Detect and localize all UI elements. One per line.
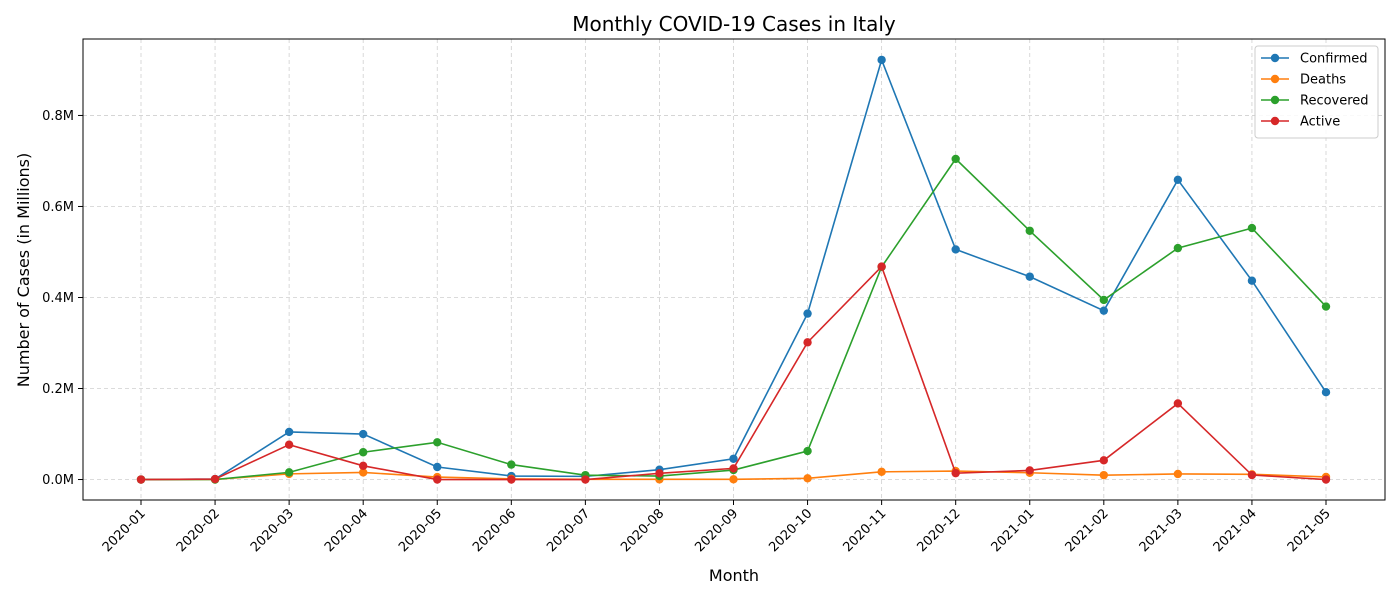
data-point-confirmed xyxy=(1321,387,1331,397)
data-point-confirmed xyxy=(729,454,738,463)
y-tick-label: 0.0M xyxy=(42,473,74,488)
data-point-active xyxy=(1247,470,1257,480)
data-point-deaths xyxy=(358,468,368,477)
data-point-confirmed xyxy=(358,429,368,439)
data-point-active xyxy=(877,262,886,271)
data-point-recovered xyxy=(284,468,294,477)
data-point-confirmed xyxy=(433,462,442,472)
legend-marker-deaths xyxy=(1270,74,1280,84)
data-point-deaths xyxy=(1173,469,1183,479)
plot-frame xyxy=(82,38,1386,501)
legend: Confirmed Deaths Recovered Active xyxy=(1254,45,1379,139)
grid-layer xyxy=(83,39,1385,500)
data-point-active xyxy=(284,440,294,449)
data-point-active xyxy=(729,464,738,473)
data-point-active xyxy=(507,475,516,484)
x-axis-label: Month xyxy=(709,566,759,585)
chart-title: Monthly COVID-19 Cases in Italy xyxy=(572,12,896,36)
data-point-active xyxy=(210,474,220,484)
data-point-active xyxy=(1173,399,1183,408)
data-point-active xyxy=(951,468,960,478)
data-point-recovered xyxy=(358,448,368,457)
y-tick-label: 0.8M xyxy=(42,109,74,124)
data-point-confirmed xyxy=(1247,276,1257,285)
data-point-confirmed xyxy=(284,427,294,437)
data-point-active xyxy=(1099,456,1109,465)
data-point-recovered xyxy=(1247,223,1257,233)
y-axis-label: Number of Cases (in Millions) xyxy=(14,153,33,387)
data-point-recovered xyxy=(507,460,516,469)
legend-label-recovered: Recovered xyxy=(1300,94,1369,109)
data-point-confirmed xyxy=(877,55,886,65)
data-point-recovered xyxy=(1321,302,1331,311)
data-point-deaths xyxy=(877,467,886,477)
data-point-active xyxy=(1025,466,1034,475)
data-point-active xyxy=(581,475,590,484)
y-tick-label: 0.6M xyxy=(42,200,74,215)
data-point-active xyxy=(803,338,812,347)
series-layer xyxy=(136,55,1331,484)
legend-marker-recovered xyxy=(1270,95,1280,105)
data-point-confirmed xyxy=(803,309,812,318)
data-point-deaths xyxy=(1099,470,1109,480)
data-point-recovered xyxy=(433,438,442,447)
legend-box xyxy=(1254,45,1379,139)
data-point-confirmed xyxy=(1173,175,1183,185)
data-point-active xyxy=(1321,475,1331,484)
data-point-active xyxy=(433,475,442,484)
data-point-recovered xyxy=(1173,243,1183,253)
data-point-recovered xyxy=(1025,226,1034,235)
data-point-deaths xyxy=(729,475,738,484)
legend-label-deaths: Deaths xyxy=(1300,73,1346,88)
data-point-active xyxy=(655,469,664,478)
data-point-deaths xyxy=(803,474,812,483)
data-point-active xyxy=(358,461,368,471)
legend-marker-confirmed xyxy=(1270,53,1280,63)
data-point-recovered xyxy=(1099,295,1109,305)
data-point-active xyxy=(136,475,146,484)
legend-marker-active xyxy=(1270,116,1280,126)
data-point-confirmed xyxy=(1025,272,1034,281)
data-point-confirmed xyxy=(951,245,960,254)
data-point-confirmed xyxy=(1099,306,1109,315)
y-tick-label: 0.2M xyxy=(42,382,74,397)
data-point-recovered xyxy=(951,154,960,164)
legend-label-confirmed: Confirmed xyxy=(1300,52,1368,67)
y-tick-label: 0.4M xyxy=(42,291,74,306)
data-point-recovered xyxy=(803,446,812,456)
legend-label-active: Active xyxy=(1300,115,1340,130)
